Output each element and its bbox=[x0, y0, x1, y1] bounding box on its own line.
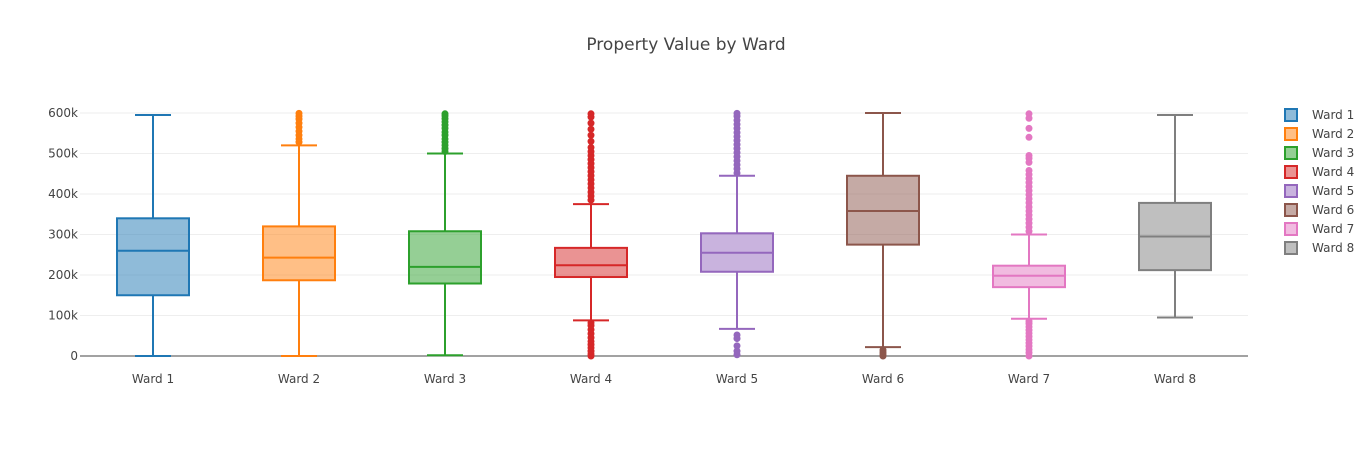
x-tick-label: Ward 3 bbox=[424, 372, 466, 386]
outlier-point[interactable] bbox=[587, 125, 595, 133]
outlier-point[interactable] bbox=[1025, 124, 1033, 132]
outlier-point[interactable] bbox=[587, 131, 595, 139]
box-trace-5[interactable] bbox=[700, 109, 774, 359]
legend-label: Ward 7 bbox=[1312, 222, 1354, 236]
outlier-point[interactable] bbox=[295, 109, 303, 117]
x-tick-label: Ward 2 bbox=[278, 372, 320, 386]
x-tick-label: Ward 4 bbox=[570, 372, 612, 386]
legend-swatch bbox=[1284, 203, 1298, 217]
y-tick-label: 500k bbox=[48, 147, 78, 161]
box-iqr[interactable] bbox=[554, 246, 628, 279]
outlier-point[interactable] bbox=[587, 119, 595, 127]
box-trace-1[interactable] bbox=[116, 114, 190, 357]
legend-label: Ward 5 bbox=[1312, 184, 1354, 198]
legend-label: Ward 1 bbox=[1312, 108, 1354, 122]
legend-swatch bbox=[1284, 241, 1298, 255]
box-iqr[interactable] bbox=[116, 217, 190, 297]
legend-item-ward-3[interactable]: Ward 3 bbox=[1284, 146, 1354, 160]
outlier-point[interactable] bbox=[733, 342, 741, 350]
box-trace-7[interactable] bbox=[992, 110, 1066, 360]
outlier-point[interactable] bbox=[733, 331, 741, 339]
box-iqr[interactable] bbox=[262, 225, 336, 282]
chart-title: Property Value by Ward bbox=[586, 35, 785, 55]
outlier-point[interactable] bbox=[587, 110, 595, 118]
legend-swatch bbox=[1284, 184, 1298, 198]
box-iqr[interactable] bbox=[408, 230, 482, 285]
legend-label: Ward 3 bbox=[1312, 146, 1354, 160]
legend-swatch bbox=[1284, 222, 1298, 236]
legend[interactable]: Ward 1 Ward 2 Ward 3 Ward 4 Ward 5 Ward 6 Ward… bbox=[1284, 108, 1354, 255]
legend-item-ward-4[interactable]: Ward 4 bbox=[1284, 165, 1354, 179]
outlier-point[interactable] bbox=[587, 137, 595, 145]
box-trace-4[interactable] bbox=[554, 110, 628, 360]
outlier-point[interactable] bbox=[879, 346, 887, 354]
outlier-point[interactable] bbox=[733, 109, 741, 117]
y-axis: 0 100k 200k 300k 400k 500k 600k bbox=[48, 106, 78, 363]
x-tick-label: Ward 8 bbox=[1154, 372, 1196, 386]
x-tick-label: Ward 1 bbox=[132, 372, 174, 386]
y-tick-label: 100k bbox=[48, 309, 78, 323]
legend-item-ward-5[interactable]: Ward 5 bbox=[1284, 184, 1354, 198]
x-tick-label: Ward 5 bbox=[716, 372, 758, 386]
outlier-point[interactable] bbox=[587, 143, 595, 151]
outlier-point[interactable] bbox=[441, 110, 449, 118]
y-tick-label: 200k bbox=[48, 268, 78, 282]
legend-label: Ward 2 bbox=[1312, 127, 1354, 141]
legend-label: Ward 8 bbox=[1312, 241, 1354, 255]
legend-label: Ward 6 bbox=[1312, 203, 1354, 217]
box-trace-3[interactable] bbox=[408, 110, 482, 357]
y-tick-label: 300k bbox=[48, 228, 78, 242]
x-axis: Ward 1 Ward 2 Ward 3 Ward 4 Ward 5 Ward 6 Ward… bbox=[80, 355, 1248, 386]
boxes bbox=[116, 109, 1212, 360]
legend-swatch bbox=[1284, 146, 1298, 160]
outlier-point[interactable] bbox=[1025, 167, 1033, 175]
legend-item-ward-1[interactable]: Ward 1 bbox=[1284, 108, 1354, 122]
box-trace-2[interactable] bbox=[262, 109, 336, 357]
legend-swatch bbox=[1284, 127, 1298, 141]
legend-item-ward-6[interactable]: Ward 6 bbox=[1284, 203, 1354, 217]
x-tick-label: Ward 6 bbox=[862, 372, 904, 386]
y-tick-label: 600k bbox=[48, 106, 78, 120]
outlier-point[interactable] bbox=[1025, 133, 1033, 141]
y-tick-label: 400k bbox=[48, 187, 78, 201]
outlier-point[interactable] bbox=[1025, 110, 1033, 118]
legend-swatch bbox=[1284, 108, 1298, 122]
outlier-point[interactable] bbox=[1025, 317, 1033, 325]
grid-lines bbox=[80, 112, 1248, 316]
x-tick-label: Ward 7 bbox=[1008, 372, 1050, 386]
box-trace-8[interactable] bbox=[1138, 114, 1212, 319]
outlier-point[interactable] bbox=[733, 347, 741, 355]
outlier-point[interactable] bbox=[587, 319, 595, 327]
legend-item-ward-2[interactable]: Ward 2 bbox=[1284, 127, 1354, 141]
legend-label: Ward 4 bbox=[1312, 165, 1354, 179]
legend-item-ward-7[interactable]: Ward 7 bbox=[1284, 222, 1354, 236]
box-trace-6[interactable] bbox=[846, 112, 920, 360]
legend-item-ward-8[interactable]: Ward 8 bbox=[1284, 241, 1354, 255]
y-tick-label: 0 bbox=[70, 349, 78, 363]
outlier-point[interactable] bbox=[1025, 152, 1033, 160]
legend-swatch bbox=[1284, 165, 1298, 179]
